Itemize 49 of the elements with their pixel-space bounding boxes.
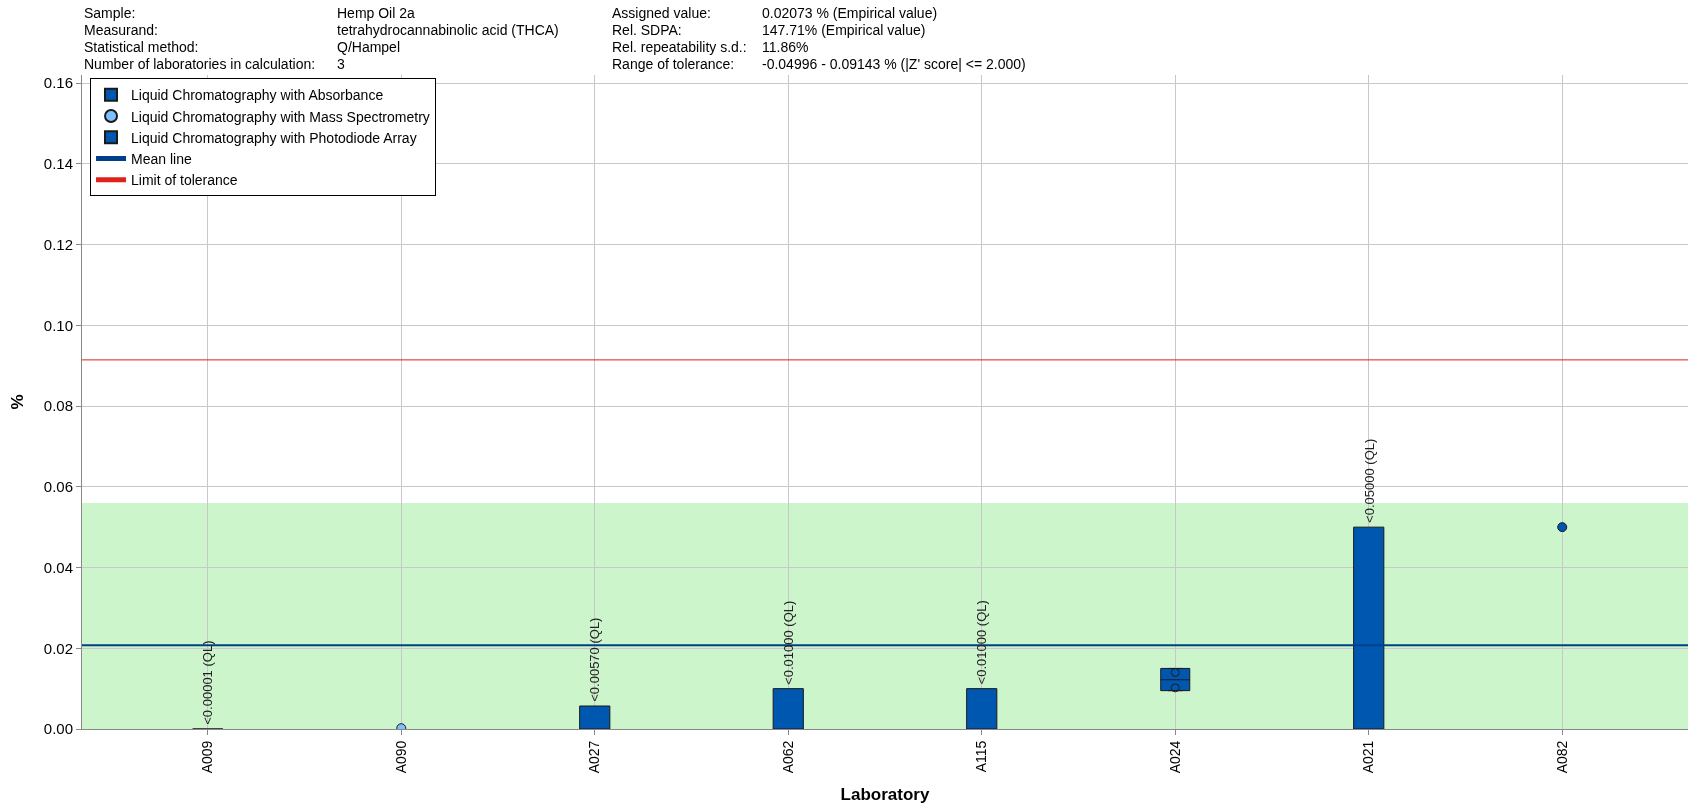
legend-label: Liquid Chromatography with Mass Spectrometry: [131, 108, 430, 125]
text: Statistical method:: [84, 39, 199, 55]
text: Rel. SDPA:: [612, 22, 682, 38]
x-tick-label: A021: [1360, 740, 1377, 774]
text: 11.86%: [762, 39, 809, 55]
data-label: <0.00570 (QL): [586, 617, 602, 702]
text: tetrahydrocannabinolic acid (THCA): [337, 22, 559, 38]
y-tick-label: 0.00: [43, 720, 73, 738]
text: 0.02073 % (Empirical value): [762, 5, 938, 21]
legend-label: Liquid Chromatography with Photodiode Array: [131, 129, 417, 146]
y-tick-label: 0.10: [43, 316, 73, 334]
y-tick-label: 0.04: [43, 558, 73, 576]
x-tick-label: A062: [779, 740, 796, 774]
y-tick-label: 0.14: [43, 155, 73, 173]
text: -0.04996 - 0.09143 % (|Z' score| <= 2.000): [762, 56, 1026, 72]
x-tick-label: A115: [973, 740, 990, 773]
legend-label: Liquid Chromatography with Absorbance: [131, 87, 384, 104]
data-label: <0.00001 (QL): [199, 640, 215, 725]
text: Number of laboratories in calculation:: [84, 56, 316, 72]
text: Assigned value:: [612, 5, 711, 21]
y-tick-label: 0.06: [43, 478, 73, 496]
x-tick-label: A090: [392, 740, 409, 774]
text: Hemp Oil 2a: [337, 5, 416, 21]
y-tick-label: 0.12: [43, 235, 73, 253]
data-label: <0.01000 (QL): [974, 600, 990, 685]
x-tick-label: A009: [199, 740, 216, 774]
legend-label: Mean line: [131, 150, 192, 167]
text: Range of tolerance:: [612, 56, 735, 72]
bar: [966, 688, 998, 729]
data-label: <0.01000 (QL): [780, 600, 796, 685]
bar: [1353, 526, 1385, 729]
text: 147.71% (Empirical value): [762, 22, 926, 38]
text: Measurand:: [84, 22, 158, 38]
text: Sample:: [84, 5, 136, 21]
text: Rel. repeatability s.d.:: [612, 39, 747, 55]
legend-label: Limit of tolerance: [131, 172, 238, 189]
text: 3: [337, 56, 345, 72]
y-tick-label: 0.02: [43, 639, 73, 657]
y-tick-label: 0.16: [43, 74, 73, 92]
x-tick-label: A024: [1166, 740, 1183, 774]
y-axis-title: %: [8, 394, 28, 410]
x-tick-label: A027: [586, 740, 603, 774]
y-tick-label: 0.08: [43, 397, 73, 415]
data-label: <0.05000 (QL): [1361, 438, 1377, 523]
bar: [579, 705, 611, 729]
x-axis-title: Laboratory: [840, 784, 930, 804]
x-tick-label: A082: [1553, 740, 1570, 774]
text: Q/Hampel: [337, 39, 401, 55]
bar: [772, 688, 804, 729]
